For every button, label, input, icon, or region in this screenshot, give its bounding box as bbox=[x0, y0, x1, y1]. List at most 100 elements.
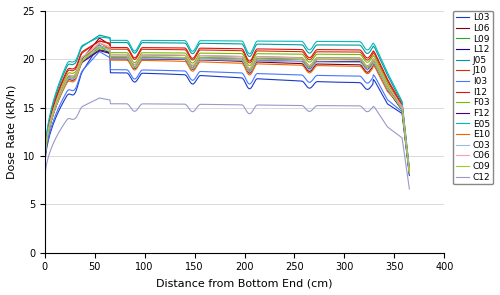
C06 bbox=[274, 55, 280, 59]
L03 bbox=[319, 80, 325, 83]
C03 bbox=[319, 60, 325, 64]
E05 bbox=[42, 161, 48, 165]
I03 bbox=[64, 89, 70, 93]
C06 bbox=[319, 56, 325, 60]
C12 bbox=[406, 187, 412, 191]
Line: I03: I03 bbox=[44, 52, 410, 174]
J10 bbox=[96, 39, 102, 43]
L06 bbox=[319, 62, 325, 66]
F12 bbox=[254, 59, 260, 63]
Line: C03: C03 bbox=[44, 46, 410, 173]
J10 bbox=[254, 49, 260, 53]
L03 bbox=[356, 81, 362, 84]
E05 bbox=[274, 40, 280, 43]
E05 bbox=[96, 35, 102, 39]
L03 bbox=[274, 78, 280, 82]
Line: F03: F03 bbox=[44, 48, 410, 173]
I03 bbox=[96, 50, 102, 53]
L12 bbox=[274, 57, 280, 61]
I12 bbox=[254, 47, 260, 51]
X-axis label: Distance from Bottom End (cm): Distance from Bottom End (cm) bbox=[156, 278, 333, 288]
C06 bbox=[254, 55, 260, 59]
I12 bbox=[356, 48, 362, 52]
Line: C06: C06 bbox=[44, 43, 410, 171]
F12 bbox=[96, 49, 102, 53]
L03 bbox=[264, 78, 270, 81]
L06 bbox=[64, 79, 70, 83]
L06 bbox=[264, 60, 270, 64]
J05 bbox=[96, 33, 102, 37]
I12 bbox=[406, 169, 412, 172]
C03 bbox=[264, 59, 270, 63]
Line: F12: F12 bbox=[44, 51, 410, 173]
C06 bbox=[406, 170, 412, 173]
C12 bbox=[254, 103, 260, 107]
L09 bbox=[319, 56, 325, 60]
I03 bbox=[406, 173, 412, 176]
C03 bbox=[64, 79, 70, 82]
F03 bbox=[406, 171, 412, 174]
L06 bbox=[274, 61, 280, 65]
L09 bbox=[406, 171, 412, 174]
C09 bbox=[264, 57, 270, 60]
L12 bbox=[42, 165, 48, 168]
E05 bbox=[319, 40, 325, 43]
L06 bbox=[406, 172, 412, 175]
Line: L12: L12 bbox=[44, 50, 410, 173]
J05 bbox=[406, 168, 412, 171]
Legend: L03, L06, L09, L12, J05, J10, I03, I12, F03, F12, E05, E10, C03, C06, C09, C12: L03, L06, L09, L12, J05, J10, I03, I12, … bbox=[453, 11, 493, 184]
E10 bbox=[96, 41, 102, 45]
L09 bbox=[42, 166, 48, 169]
L06 bbox=[356, 63, 362, 66]
C12 bbox=[264, 103, 270, 107]
C12 bbox=[96, 96, 102, 100]
C06 bbox=[96, 41, 102, 45]
Line: L03: L03 bbox=[44, 45, 410, 176]
C03 bbox=[254, 59, 260, 63]
Line: I12: I12 bbox=[44, 41, 410, 171]
E10 bbox=[64, 81, 70, 84]
L12 bbox=[406, 171, 412, 174]
C06 bbox=[356, 57, 362, 60]
L03 bbox=[64, 94, 70, 97]
F03 bbox=[96, 46, 102, 50]
C09 bbox=[254, 57, 260, 60]
C06 bbox=[64, 75, 70, 79]
C12 bbox=[42, 180, 48, 184]
L06 bbox=[254, 60, 260, 64]
I12 bbox=[319, 48, 325, 51]
I12 bbox=[64, 68, 70, 72]
C06 bbox=[42, 164, 48, 168]
F03 bbox=[356, 53, 362, 56]
F03 bbox=[42, 166, 48, 169]
I03 bbox=[274, 73, 280, 76]
L12 bbox=[254, 57, 260, 60]
F12 bbox=[406, 172, 412, 175]
I03 bbox=[254, 72, 260, 76]
Line: E10: E10 bbox=[44, 43, 410, 171]
Line: C09: C09 bbox=[44, 49, 410, 173]
F03 bbox=[264, 52, 270, 55]
J10 bbox=[42, 164, 48, 168]
J10 bbox=[406, 170, 412, 173]
I03 bbox=[319, 74, 325, 77]
L09 bbox=[254, 55, 260, 59]
E05 bbox=[64, 62, 70, 65]
Line: J10: J10 bbox=[44, 41, 410, 171]
Line: J05: J05 bbox=[44, 35, 410, 170]
F12 bbox=[319, 60, 325, 63]
C09 bbox=[64, 77, 70, 81]
J05 bbox=[319, 43, 325, 47]
C03 bbox=[42, 166, 48, 169]
L03 bbox=[254, 77, 260, 81]
F03 bbox=[64, 73, 70, 76]
I12 bbox=[42, 163, 48, 166]
C09 bbox=[406, 172, 412, 175]
L06 bbox=[96, 36, 102, 40]
I03 bbox=[42, 168, 48, 171]
L09 bbox=[356, 56, 362, 60]
C12 bbox=[64, 118, 70, 122]
L09 bbox=[64, 76, 70, 79]
C03 bbox=[356, 61, 362, 64]
E05 bbox=[264, 39, 270, 43]
